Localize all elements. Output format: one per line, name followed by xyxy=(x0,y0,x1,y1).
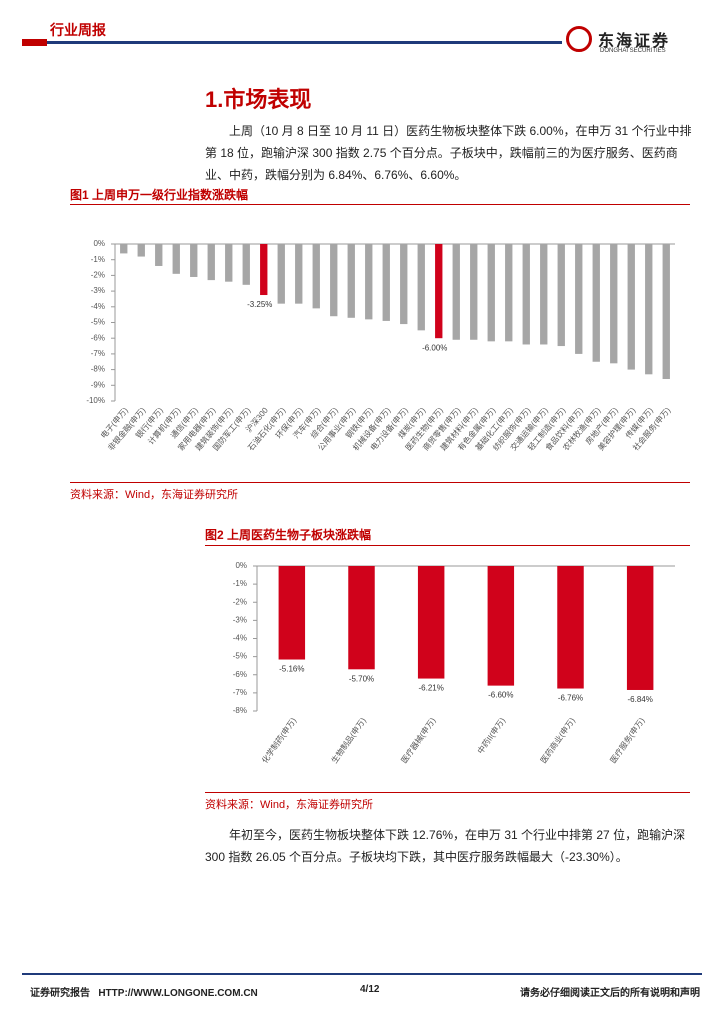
bar xyxy=(505,244,513,342)
bar xyxy=(626,566,654,690)
y-tick-label: -2% xyxy=(233,597,247,606)
logo-icon xyxy=(566,26,592,52)
bar xyxy=(522,244,530,345)
bar xyxy=(470,244,478,340)
bar xyxy=(295,244,303,304)
logo-en: DONGHAI SECURITIES xyxy=(600,48,666,54)
y-tick-label: -8% xyxy=(233,706,247,715)
logo-cn: 东海证券 xyxy=(598,33,671,50)
y-tick-label: -7% xyxy=(91,349,105,358)
y-tick-label: -10% xyxy=(86,396,105,405)
x-tick-label: 医疗服务(申万) xyxy=(608,715,647,765)
value-label: -6.00% xyxy=(422,343,447,352)
header-accent xyxy=(22,39,47,46)
section-title: 1.市场表现 xyxy=(205,87,312,112)
bar xyxy=(417,566,445,679)
source: 资料来源：Wind，东海证券研究所 xyxy=(205,799,374,811)
source: 资料来源：Wind，东海证券研究所 xyxy=(70,489,239,501)
y-tick-label: -8% xyxy=(91,365,105,374)
y-tick-label: -3% xyxy=(91,286,105,295)
bar xyxy=(347,244,355,318)
bar xyxy=(417,244,425,331)
bar xyxy=(277,244,285,304)
header-rule xyxy=(22,41,562,44)
y-tick-label: -2% xyxy=(91,271,105,280)
bar xyxy=(190,244,198,277)
bar xyxy=(610,244,618,364)
bar xyxy=(645,244,653,375)
value-label: -6.21% xyxy=(418,684,443,693)
bar xyxy=(120,244,128,254)
bar xyxy=(278,566,306,660)
bar xyxy=(592,244,600,362)
y-tick-label: -4% xyxy=(233,634,247,643)
chart: 0% -1% -2% -3% -4% -5% -6% -7% -8% 化学制药(申万) -5.16%… xyxy=(233,561,675,765)
value-label: -6.76% xyxy=(558,694,583,703)
bar xyxy=(627,244,635,370)
y-tick-label: -6% xyxy=(233,670,247,679)
bar xyxy=(172,244,180,274)
value-label: -5.70% xyxy=(349,674,374,683)
y-tick-label: -5% xyxy=(91,318,105,327)
x-tick-label: 医疗器械(申万) xyxy=(399,715,438,765)
report-type: 行业周报 xyxy=(50,22,106,38)
y-tick-label: 0% xyxy=(235,561,247,570)
bar xyxy=(137,244,145,257)
value-label: -3.25% xyxy=(247,300,272,309)
bar xyxy=(662,244,670,380)
bar xyxy=(260,244,268,296)
bar xyxy=(435,244,443,339)
bar xyxy=(330,244,338,317)
bar xyxy=(382,244,390,321)
y-tick-label: -4% xyxy=(91,302,105,311)
paragraph: 年初至今，医药生物板块整体下跌 12.76%，在申万 31 个行业中排第 27 … xyxy=(205,828,686,864)
paragraph: 上周（10 月 8 日至 10 月 11 日）医药生物板块整体下跌 6.00%，… xyxy=(205,124,692,182)
x-tick-label: 生物制品(申万) xyxy=(329,715,368,765)
footer-rule xyxy=(22,973,702,975)
bar xyxy=(348,566,375,670)
bar xyxy=(312,244,320,309)
bar xyxy=(557,566,584,689)
y-tick-label: -3% xyxy=(233,615,247,624)
y-tick-label: -7% xyxy=(233,688,247,697)
source-rule xyxy=(205,792,690,793)
bar xyxy=(155,244,163,266)
bar xyxy=(557,244,565,347)
source-rule xyxy=(70,482,690,483)
bar xyxy=(225,244,233,282)
bar xyxy=(540,244,548,345)
bar xyxy=(365,244,373,320)
x-tick-label: 化学制药(申万) xyxy=(259,715,298,765)
figure-title: 图2 上周医药生物子板块涨跌幅 xyxy=(205,528,372,542)
x-tick-label: 中药II(申万) xyxy=(475,715,507,755)
figure-rule xyxy=(205,545,690,546)
footer-right: 请务必仔细阅读正文后的所有说明和声明 xyxy=(520,988,700,999)
bar xyxy=(575,244,583,354)
figure-title: 图1 上周申万一级行业指数涨跌幅 xyxy=(70,188,249,202)
value-label: -6.84% xyxy=(627,695,652,704)
bar xyxy=(207,244,215,281)
bar xyxy=(487,566,515,686)
y-tick-label: -6% xyxy=(91,333,105,342)
footer-left: 证券研究报告 HTTP://WWW.LONGONE.COM.CN xyxy=(30,988,258,999)
x-tick-label: 医药商业(申万) xyxy=(538,715,577,765)
y-tick-label: -1% xyxy=(233,579,247,588)
chart: 0%-1%-2%-3%-4%-5%-6%-7%-8%-9%-10%电子(申万)非… xyxy=(86,239,675,452)
bar xyxy=(400,244,408,325)
y-tick-label: -5% xyxy=(233,652,247,661)
y-tick-label: -9% xyxy=(91,380,105,389)
value-label: -6.60% xyxy=(488,691,513,700)
page-number: 4/12 xyxy=(360,984,380,995)
y-tick-label: -1% xyxy=(91,255,105,264)
y-tick-label: 0% xyxy=(93,239,105,248)
figure-rule xyxy=(70,204,690,205)
bar xyxy=(487,244,495,342)
value-label: -5.16% xyxy=(279,665,304,674)
bar xyxy=(242,244,250,285)
bar xyxy=(452,244,460,340)
